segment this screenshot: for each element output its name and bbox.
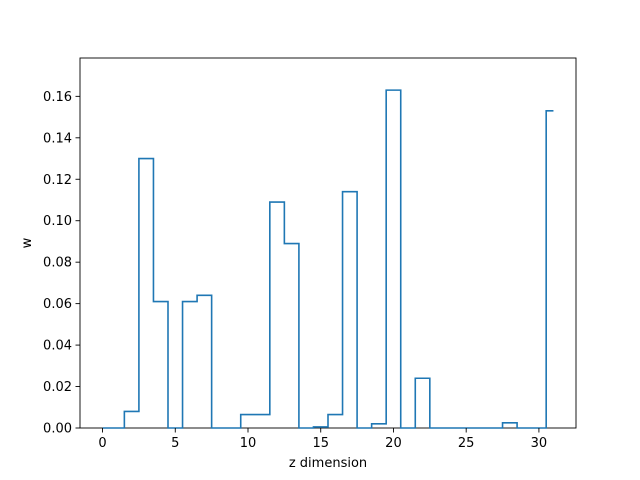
y-tick-label: 0.00 (43, 422, 72, 437)
y-axis-ticks: 0.00 0.02 0.04 0.06 0.08 0.10 0.12 0.14 0.16 (43, 90, 80, 437)
y-tick-label: 0.02 (43, 380, 72, 395)
x-axis-label: z dimension (289, 456, 367, 471)
x-tick-label: 30 (531, 436, 548, 451)
x-tick-label: 0 (98, 436, 106, 451)
x-tick-label: 10 (240, 436, 257, 451)
y-tick-label: 0.06 (43, 297, 72, 312)
plot-area-frame (79, 57, 577, 429)
y-tick-label: 0.16 (43, 90, 72, 105)
x-tick-label: 15 (312, 436, 329, 451)
y-tick-label: 0.08 (43, 256, 72, 271)
x-tick-label: 25 (458, 436, 475, 451)
y-tick-label: 0.04 (43, 339, 72, 354)
x-tick-label: 5 (171, 436, 179, 451)
y-axis-label: w (20, 237, 35, 248)
y-tick-label: 0.12 (43, 173, 72, 188)
y-tick-label: 0.14 (43, 131, 72, 146)
step-line (102, 89, 554, 429)
x-tick-label: 20 (385, 436, 402, 451)
x-axis-ticks: 0 5 10 15 20 25 30 (98, 428, 547, 451)
y-tick-label: 0.10 (43, 214, 72, 229)
step-series (102, 89, 554, 429)
